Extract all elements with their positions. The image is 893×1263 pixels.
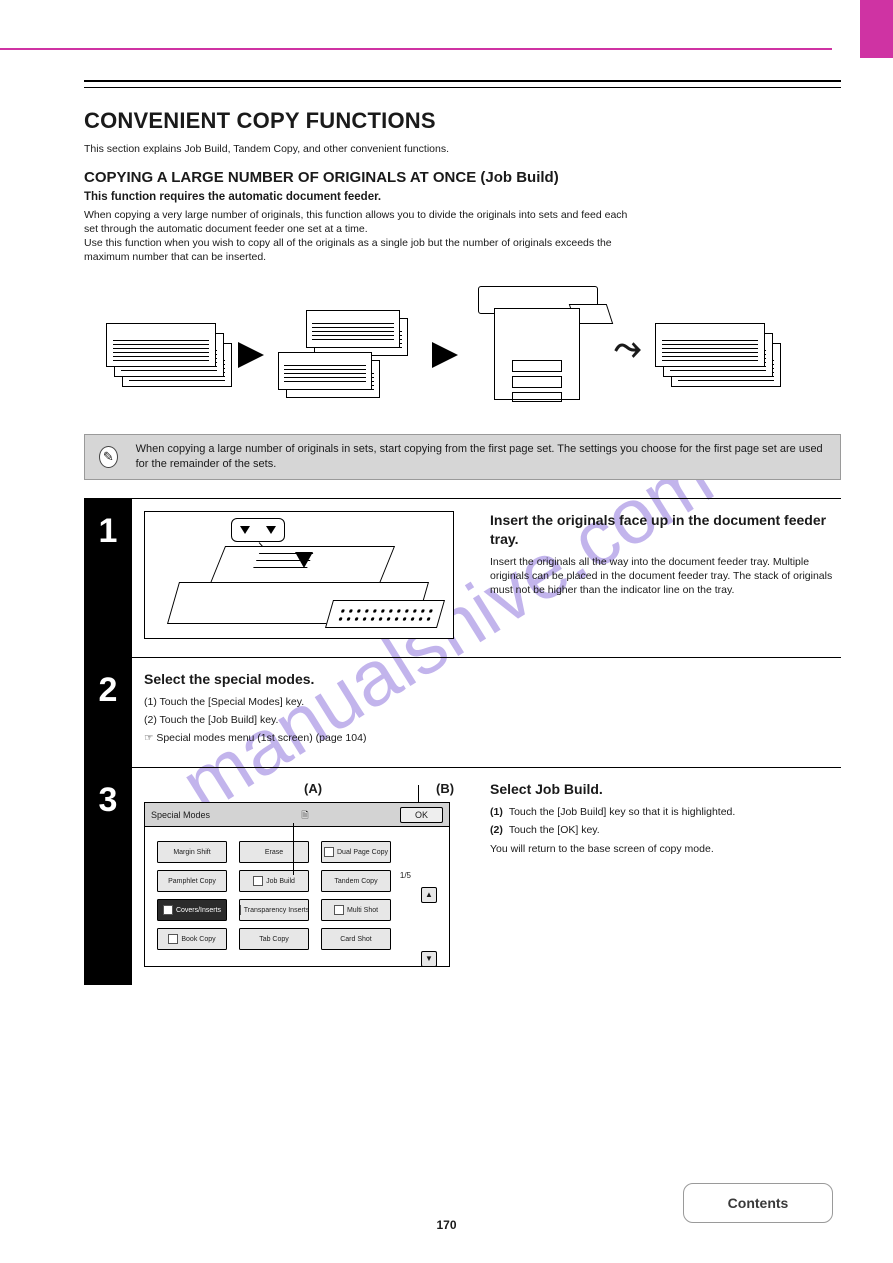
mode-button[interactable]: Multi Shot [321, 899, 391, 921]
output-stack-icon [655, 323, 773, 387]
special-modes-panel: Special Modes 🗎 OK Margin Shift Erase Du… [144, 802, 450, 967]
flow-illustration: ⤳ [106, 286, 841, 424]
scroll-down-button[interactable]: ▼ [421, 951, 437, 967]
scroll-up-button[interactable]: ▲ [421, 887, 437, 903]
feature-description: When copying a very large number of orig… [84, 208, 841, 265]
note-icon: ✎ [99, 446, 118, 468]
split-stacks-icon [278, 310, 418, 400]
contents-button[interactable]: Contents [683, 1183, 833, 1223]
callout-label-b: (B) [436, 780, 454, 798]
mode-button[interactable]: Margin Shift [157, 841, 227, 863]
panel-doc-icon: 🗎 [301, 809, 308, 821]
mode-button[interactable]: Book Copy [157, 928, 227, 950]
step-list: 1 Insert the originals face up in the do… [84, 498, 841, 985]
mode-icon [253, 876, 263, 886]
mode-button[interactable]: Transparency Inserts [239, 899, 309, 921]
callout-label-a: (A) [304, 780, 322, 798]
mode-button[interactable]: Erase [239, 841, 309, 863]
mode-button[interactable]: Card Shot [321, 928, 391, 950]
arrow-icon [238, 342, 264, 368]
step-3: 3 (A) (B) Special Modes 🗎 OK [84, 767, 841, 985]
mode-button[interactable]: Dual Page Copy [321, 841, 391, 863]
step-body: (1)Touch the [Job Build] key so that it … [490, 805, 837, 856]
step-number: 3 [84, 768, 132, 985]
mode-button[interactable]: Job Build [239, 870, 309, 892]
feature-title: COPYING A LARGE NUMBER OF ORIGINALS AT O… [84, 168, 841, 188]
step-body: Insert the originals all the way into th… [490, 555, 837, 598]
mode-button[interactable]: Tandem Copy [321, 870, 391, 892]
panel-title: Special Modes [151, 809, 210, 821]
step-title: Select the special modes. [144, 670, 837, 689]
note-bar: ✎ When copying a large number of origina… [84, 434, 841, 480]
document-feeder-illustration [144, 511, 454, 639]
mode-icon [168, 934, 178, 944]
step-2: 2 Select the special modes. (1) Touch th… [84, 657, 841, 767]
wavy-arrow-icon: ⤳ [614, 326, 641, 372]
section-rule [84, 80, 841, 86]
mode-icon [163, 905, 173, 915]
mode-icon [324, 847, 334, 857]
section-rule-2 [84, 87, 841, 88]
mode-button[interactable]: Pamphlet Copy [157, 870, 227, 892]
note-text: When copying a large number of originals… [136, 442, 826, 472]
section-intro: This section explains Job Build, Tandem … [84, 142, 841, 156]
section-heading: CONVENIENT COPY FUNCTIONS [84, 106, 841, 136]
step-title: Insert the originals face up in the docu… [490, 511, 837, 549]
ok-button[interactable]: OK [400, 807, 443, 823]
page-number: 170 [436, 1217, 456, 1233]
feature-subtitle: This function requires the automatic doc… [84, 190, 841, 206]
original-stack-icon [106, 323, 224, 387]
step-title: Select Job Build. [490, 780, 837, 799]
arrow-icon [432, 342, 458, 368]
mode-button[interactable]: Tab Copy [239, 928, 309, 950]
step-body: (1) Touch the [Special Modes] key. (2) T… [144, 695, 837, 746]
step-number: 2 [84, 658, 132, 767]
mode-icon [334, 905, 344, 915]
page-indicator: 1/5 [400, 871, 411, 882]
mode-icon [239, 905, 241, 915]
mode-button-selected[interactable]: Covers/Inserts [157, 899, 227, 921]
copier-icon [472, 286, 600, 424]
step-number: 1 [84, 499, 132, 657]
step-1: 1 Insert the originals face up in the do… [84, 498, 841, 657]
